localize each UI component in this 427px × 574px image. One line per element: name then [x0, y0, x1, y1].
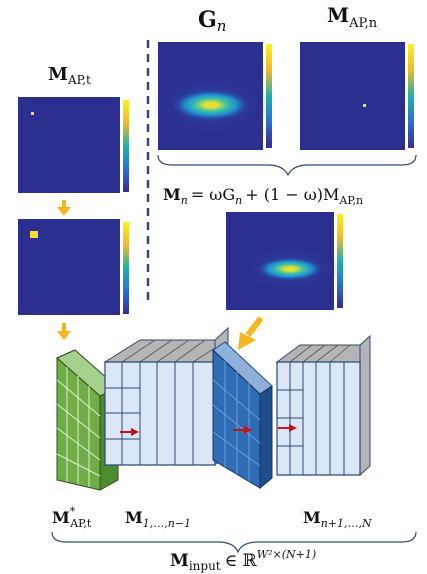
heatmap-m-ap-n	[300, 42, 414, 150]
label-m-n-plus-1-to-n: Mn+1,…,N	[303, 508, 372, 530]
heatmap-m-n	[226, 212, 343, 310]
label-m-input: Minput ∈ ℝW²×(N+1)	[170, 548, 316, 573]
label-m-ap-t-star: M* AP,t	[52, 505, 92, 530]
cube-m-n	[212, 341, 273, 490]
arrow-orange-3	[238, 316, 264, 350]
label-g-n: Gn	[198, 7, 226, 35]
colorbar-g-n	[266, 44, 272, 148]
arrow-red-2	[233, 426, 252, 434]
cube-m-1-to-n-1	[103, 326, 229, 467]
arrow-red-1	[120, 428, 139, 436]
label-m-ap-t: MAP,t	[48, 64, 91, 87]
arrow-red-3	[278, 424, 297, 432]
label-m-ap-n: MAP,n	[327, 3, 378, 31]
colorbar-m-ap-n	[408, 44, 414, 148]
label-m-1-to-n-1: M1,…,n−1	[125, 508, 191, 530]
arrow-orange-2	[57, 323, 71, 340]
brace-top	[157, 154, 417, 177]
heatmap-m-ap-t-star	[18, 219, 129, 315]
arrow-orange-1	[57, 200, 71, 216]
cube-m-n-plus-1-to-n	[275, 334, 371, 477]
heatmap-g-n	[151, 42, 272, 150]
heatmap-m-ap-t	[18, 97, 129, 193]
formula: Mn = ωGn + (1 − ω)MAP,n	[163, 185, 363, 207]
brace-bottom	[51, 531, 417, 554]
